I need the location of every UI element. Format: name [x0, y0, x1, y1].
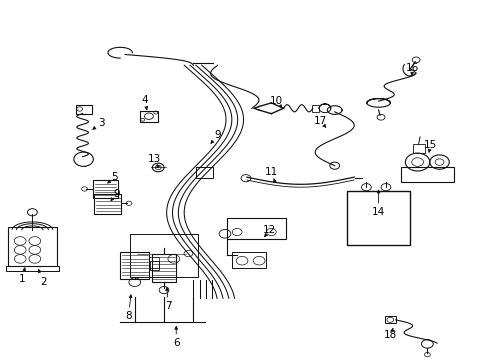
- Text: 9: 9: [113, 189, 120, 199]
- Bar: [140, 111, 158, 122]
- Text: 11: 11: [264, 167, 278, 177]
- Bar: [94, 194, 121, 214]
- Text: 13: 13: [148, 154, 161, 164]
- Text: 7: 7: [165, 301, 171, 311]
- Text: 2: 2: [40, 277, 47, 287]
- Bar: [384, 316, 395, 323]
- Bar: [149, 257, 159, 268]
- Text: 3: 3: [98, 118, 105, 128]
- Bar: [400, 167, 453, 182]
- Bar: [130, 234, 198, 277]
- Bar: [412, 144, 424, 153]
- Bar: [8, 226, 57, 266]
- Text: 14: 14: [371, 207, 385, 217]
- Text: 17: 17: [313, 116, 326, 126]
- Text: 4: 4: [142, 95, 148, 105]
- Text: 9: 9: [214, 130, 221, 140]
- Text: 10: 10: [269, 96, 282, 106]
- Bar: [150, 261, 159, 270]
- Text: 6: 6: [173, 338, 179, 348]
- Bar: [5, 266, 59, 271]
- Bar: [227, 218, 285, 239]
- Text: 5: 5: [111, 172, 118, 183]
- Bar: [346, 191, 409, 244]
- Bar: [76, 105, 92, 114]
- Bar: [195, 167, 212, 178]
- Bar: [232, 252, 266, 268]
- Bar: [93, 180, 118, 198]
- Text: 1: 1: [19, 274, 25, 284]
- Bar: [120, 252, 149, 279]
- Bar: [311, 105, 319, 112]
- Text: 12: 12: [263, 225, 276, 235]
- Bar: [152, 253, 176, 282]
- Text: 15: 15: [423, 140, 436, 150]
- Text: 18: 18: [384, 330, 397, 340]
- Text: 8: 8: [125, 311, 131, 321]
- Text: 16: 16: [405, 63, 419, 73]
